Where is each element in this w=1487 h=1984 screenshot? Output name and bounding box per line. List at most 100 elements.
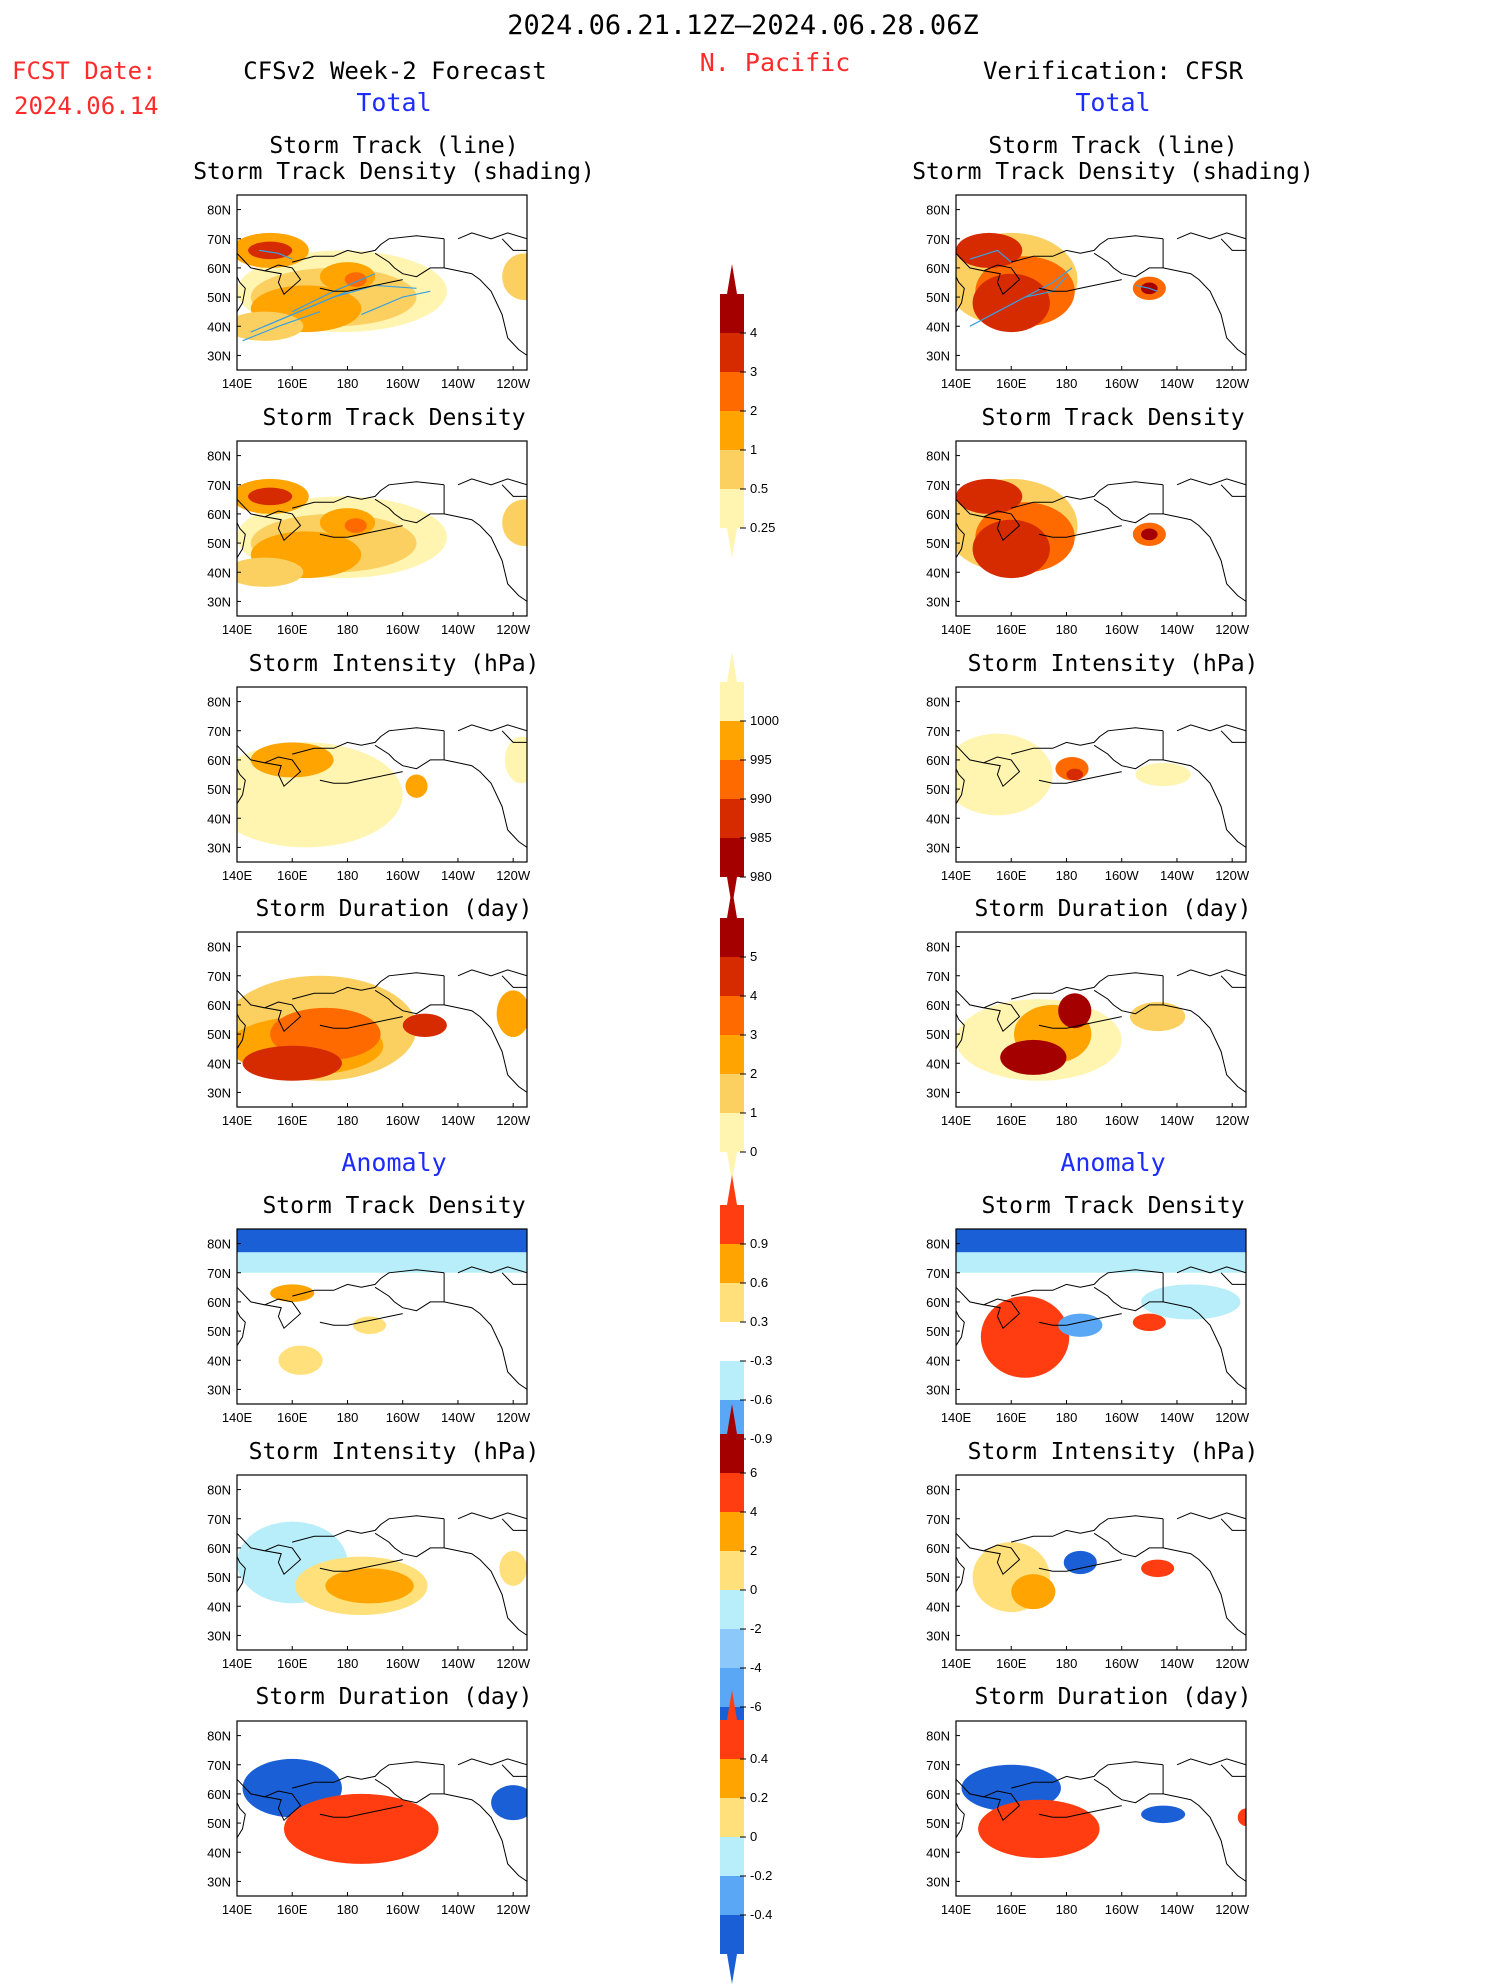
- coastline-segment: [1220, 238, 1246, 251]
- colorbar-label: 0.2: [750, 1790, 768, 1805]
- coastline-segment: [501, 1272, 527, 1285]
- coastline-segment: [319, 771, 403, 784]
- lon-tick-label: 160W: [386, 1656, 421, 1671]
- lat-tick-label: 40N: [207, 1599, 231, 1614]
- lat-tick-label: 70N: [207, 1266, 231, 1281]
- lon-tick-label: 120W: [496, 1113, 531, 1128]
- coastline-segment: [374, 252, 527, 356]
- colorbar-label: 3: [750, 364, 757, 379]
- lon-tick-label: 180: [337, 622, 359, 637]
- lat-tick-label: 70N: [207, 232, 231, 247]
- map-frame: [955, 1720, 1247, 1897]
- map-svg-verification-0: 80N 70N 60N 50N 40N 30N 140E 160E 180 160W 140W 120…: [926, 194, 1250, 391]
- storm-track-line: [242, 311, 321, 342]
- coastline: [237, 724, 527, 848]
- coastline-segment: [1011, 1269, 1164, 1297]
- lat-tick-label: 60N: [926, 1787, 950, 1802]
- coastline-segment: [1220, 1518, 1246, 1531]
- colorbar-arrow-top: [727, 264, 737, 294]
- lon-tick-label: 140E: [222, 1410, 253, 1425]
- lon-tick-label: 140W: [441, 868, 476, 883]
- panel-title-forecast-4-density: Storm Track Density: [262, 1193, 526, 1219]
- colorbar-label: 1: [750, 442, 757, 457]
- coastline: [956, 1512, 1246, 1636]
- map-frame: [955, 440, 1247, 617]
- lon-tick-label: 160E: [277, 376, 308, 391]
- map-frame: [236, 1228, 528, 1405]
- lat-tick-label: 30N: [207, 840, 231, 855]
- map-panel-verification-0: 80N 70N 60N 50N 40N 30N 140E 160E 180 160W 140W 120…: [896, 190, 1256, 395]
- map-frame: [955, 931, 1247, 1108]
- coastline-segment: [237, 768, 246, 804]
- field-shading: [237, 975, 527, 1081]
- lat-tick-label: 70N: [207, 724, 231, 739]
- map-panel-forecast-1: 80N 70N 60N 50N 40N 30N 140E 160E 180 160W 140W 120…: [177, 436, 537, 641]
- lon-tick-label: 120W: [496, 376, 531, 391]
- coastline-segment: [1093, 989, 1246, 1093]
- panel-title-forecast-5-intensity: Storm Intensity (hPa): [248, 1439, 540, 1465]
- coastline-segment: [956, 989, 1021, 1033]
- shading-blob: [1141, 1559, 1175, 1578]
- coastline-segment: [1093, 1778, 1246, 1882]
- colorbar-label: 4: [750, 1504, 757, 1519]
- coastline-segment: [374, 989, 527, 1093]
- lon-tick-label: 180: [337, 1113, 359, 1128]
- colorbar-label: -0.4: [750, 1907, 772, 1922]
- colorbar-segment: [720, 294, 744, 333]
- shading-blob: [956, 1252, 1246, 1273]
- lat-tick-label: 50N: [926, 1027, 950, 1042]
- lon-tick-label: 140E: [222, 1656, 253, 1671]
- coastline-segment: [1220, 730, 1246, 743]
- coastline-segment: [237, 1778, 302, 1822]
- coastline: [237, 1512, 527, 1636]
- lon-tick-label: 120W: [1215, 1410, 1250, 1425]
- lon-tick-label: 120W: [496, 1656, 531, 1671]
- lon-tick-label: 180: [337, 868, 359, 883]
- coastline-segment: [1220, 1764, 1246, 1777]
- shading-blob: [956, 733, 1053, 816]
- lon-tick-label: 140E: [222, 1902, 253, 1917]
- lon-tick-label: 160E: [277, 1902, 308, 1917]
- colorbar-segment: [720, 1035, 744, 1074]
- lat-tick-label: 60N: [926, 261, 950, 276]
- lat-tick-label: 40N: [207, 319, 231, 334]
- shading-blob: [402, 1013, 447, 1037]
- field-shading: [242, 1758, 527, 1864]
- shading-blob: [1135, 762, 1191, 787]
- lat-tick-label: 80N: [207, 1483, 231, 1498]
- coastline-segment: [1038, 279, 1122, 292]
- map-panel-verification-2: 80N 70N 60N 50N 40N 30N 140E 160E 180 160W 140W 120…: [896, 682, 1256, 887]
- colorbar-label: -0.2: [750, 1868, 772, 1883]
- colorbar-segment: [720, 1074, 744, 1113]
- coastline-segment: [237, 1310, 246, 1346]
- map-panel-verification-3: 80N 70N 60N 50N 40N 30N 140E 160E 180 160W 140W 120…: [896, 927, 1256, 1132]
- panel-title-forecast-6-duration: Storm Duration (day): [255, 1684, 533, 1710]
- colorbar-segment: [720, 1283, 744, 1322]
- coastline-segment: [292, 481, 445, 509]
- colorbar-duration_total: 5 4 3 2 1 0: [720, 888, 810, 1182]
- fcst-date-label: FCST Date:: [12, 57, 157, 85]
- shading-blob: [278, 1345, 323, 1375]
- lon-tick-label: 120W: [1215, 376, 1250, 391]
- colorbar-label: -0.6: [750, 1392, 772, 1407]
- region-title: N. Pacific: [699, 48, 851, 77]
- shading-blob: [496, 990, 527, 1037]
- colorbar-segment: [720, 411, 744, 450]
- coastline-segment: [319, 279, 403, 292]
- lon-tick-label: 180: [1056, 868, 1078, 883]
- coastline-segment: [1176, 969, 1246, 977]
- coastline-segment: [501, 238, 527, 251]
- coastline-segment: [374, 1778, 527, 1882]
- lat-tick-label: 60N: [926, 1541, 950, 1556]
- colorbar-label: 995: [750, 752, 772, 767]
- storm-track-line: [969, 267, 1073, 327]
- lon-tick-label: 140E: [941, 868, 972, 883]
- lon-tick-label: 160E: [277, 868, 308, 883]
- colorbar-label: 3: [750, 1027, 757, 1042]
- coastline-segment: [457, 232, 527, 240]
- lon-tick-label: 160E: [996, 1902, 1027, 1917]
- colorbar-label: 2: [750, 1543, 757, 1558]
- coastline-segment: [1011, 481, 1164, 509]
- colorbar-segment: [720, 1590, 744, 1629]
- lat-tick-label: 50N: [207, 536, 231, 551]
